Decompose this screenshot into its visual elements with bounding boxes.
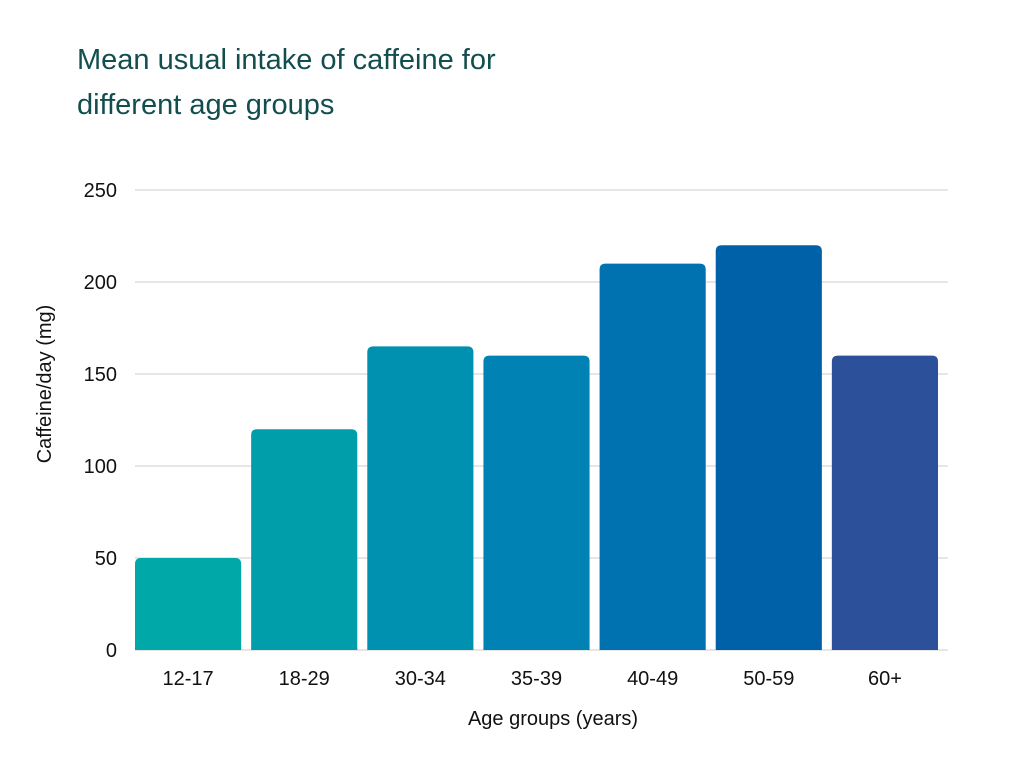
chart-title-line-1: Mean usual intake of caffeine for <box>77 44 496 76</box>
y-tick-label: 150 <box>84 364 117 386</box>
bar-40-49 <box>599 263 706 650</box>
x-tick-label: 40-49 <box>627 668 678 690</box>
bar-30-34 <box>367 346 474 650</box>
y-tick-label: 50 <box>95 548 117 570</box>
x-tick-label: 30-34 <box>395 668 446 690</box>
x-tick-label: 35-39 <box>511 668 562 690</box>
y-axis-ticks: 0 50 100 150 200 250 <box>84 180 117 662</box>
x-tick-label: 12-17 <box>162 668 213 690</box>
y-tick-label: 100 <box>84 456 117 478</box>
x-tick-label: 60+ <box>868 668 902 690</box>
x-axis-label: Age groups (years) <box>468 708 638 730</box>
chart-title-line-2: different age groups <box>77 89 335 121</box>
chart-title: Mean usual intake of caffeine for differ… <box>77 38 637 128</box>
bar-35-39 <box>483 355 590 650</box>
y-axis-label: Caffeine/day (mg) <box>34 305 56 464</box>
bars <box>135 245 938 650</box>
x-axis-ticks: 12-17 18-29 30-34 35-39 40-49 50-59 60+ <box>162 668 901 690</box>
y-tick-label: 200 <box>84 272 117 294</box>
bar-12-17 <box>135 558 242 650</box>
y-tick-label: 250 <box>84 180 117 202</box>
bar-18-29 <box>251 429 358 650</box>
x-tick-label: 18-29 <box>279 668 330 690</box>
y-tick-label: 0 <box>106 640 117 662</box>
bar-60+ <box>831 355 938 650</box>
x-tick-label: 50-59 <box>743 668 794 690</box>
bar-50-59 <box>715 245 822 650</box>
